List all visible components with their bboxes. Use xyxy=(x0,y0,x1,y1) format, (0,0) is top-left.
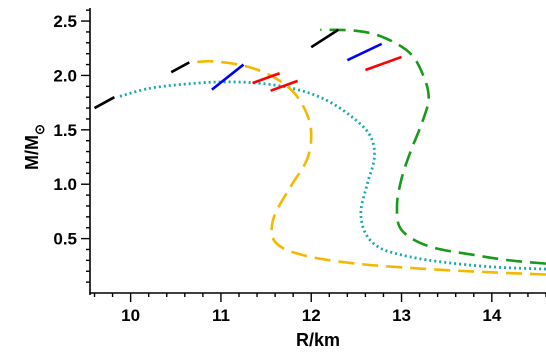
curves xyxy=(93,28,546,276)
series-4-segment-1 xyxy=(346,42,383,62)
series-2-dashed-line xyxy=(320,28,546,265)
y-tick-label-0.5: 0.5 xyxy=(53,230,77,249)
series-3-segment-0 xyxy=(93,96,116,110)
y-axis-title-main: M/M xyxy=(22,135,42,170)
series-4-segment-0 xyxy=(211,63,245,91)
y-axis-title-sub: ⊙ xyxy=(32,124,47,135)
series-5-segment-2 xyxy=(364,55,402,72)
y-tick-label-2.0: 2.0 xyxy=(53,66,77,85)
ticks: 10 11 12 13 14 0.5 1.0 1.5 2.0 2.5 xyxy=(53,9,546,325)
x-tick-label-10: 10 xyxy=(121,306,140,325)
x-tick-label-12: 12 xyxy=(302,306,321,325)
y-tick-label-1.0: 1.0 xyxy=(53,175,77,194)
y-axis-title: M/M⊙ xyxy=(22,124,47,170)
series-5-segment-0 xyxy=(252,72,281,85)
series-0-dotted-line xyxy=(116,80,546,271)
x-tick-label-11: 11 xyxy=(212,306,230,325)
y-tick-label-2.5: 2.5 xyxy=(53,12,77,31)
y-tick-label-1.5: 1.5 xyxy=(53,121,77,140)
series-3-segment-1 xyxy=(170,61,190,74)
x-axis-title: R/km xyxy=(296,330,340,350)
x-tick-label-14: 14 xyxy=(482,306,501,325)
x-tick-label-13: 13 xyxy=(392,306,411,325)
series-5-segment-1 xyxy=(270,79,299,92)
axes xyxy=(89,8,546,295)
series-1-dashed-line xyxy=(193,59,546,276)
series-3-segment-2 xyxy=(310,28,340,49)
